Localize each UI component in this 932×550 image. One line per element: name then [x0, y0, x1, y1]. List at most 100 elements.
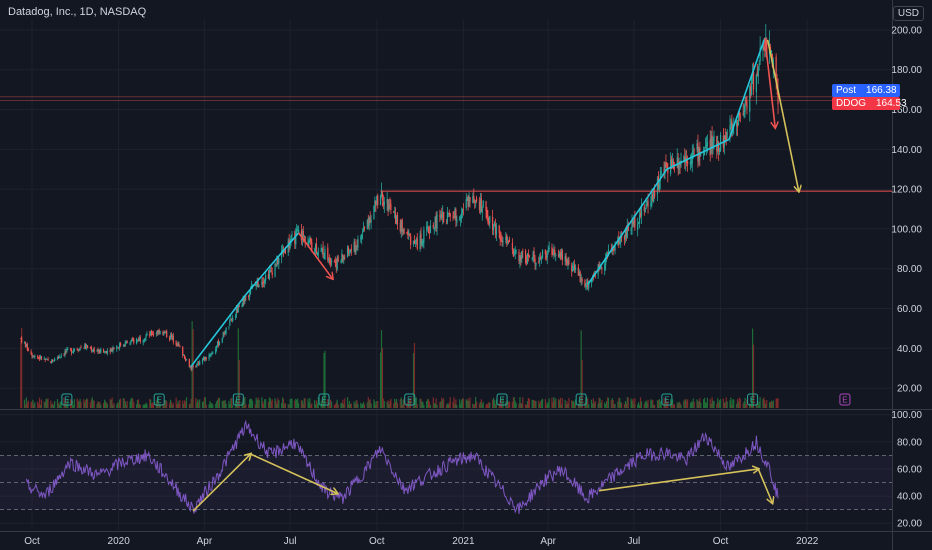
volume-bar: [215, 403, 217, 408]
candle-body: [337, 256, 339, 262]
candle-body: [452, 216, 454, 218]
volume-bar: [388, 404, 390, 408]
candle-body: [712, 141, 714, 148]
volume-bar: [275, 400, 277, 408]
candle-body: [23, 342, 26, 344]
candle-body: [53, 360, 55, 362]
volume-bar: [271, 399, 273, 408]
volume-bar: [295, 398, 297, 408]
candle-body: [585, 285, 587, 287]
volume-bar: [176, 404, 178, 408]
volume-bar: [455, 399, 457, 408]
volume-bar: [379, 352, 382, 408]
candle-body: [203, 357, 205, 361]
candle-body: [100, 349, 102, 353]
volume-bar: [494, 404, 497, 408]
earnings-badge: [747, 393, 759, 406]
candle-body: [222, 331, 224, 338]
trend-drawings: [190, 37, 799, 367]
volume-bar: [762, 398, 764, 408]
volume-bar: [654, 404, 656, 408]
volume-bar: [573, 402, 576, 408]
volume-bar: [719, 399, 722, 408]
volume-bar: [137, 399, 140, 408]
volume-bar: [401, 404, 403, 408]
volume-bar: [646, 402, 648, 408]
candle-body: [691, 152, 693, 164]
candle-body: [614, 245, 616, 251]
candle-body: [643, 206, 645, 211]
volume-bar: [439, 401, 441, 408]
volume-bar: [39, 404, 42, 408]
candle-body: [724, 135, 726, 138]
volume-bar: [460, 400, 463, 408]
earnings-badge: [575, 393, 587, 406]
candle-body: [320, 248, 322, 252]
volume-bar: [135, 404, 138, 408]
volume-bar: [650, 399, 652, 408]
candle-body: [231, 319, 233, 321]
volume-bar: [587, 398, 589, 408]
candle-body: [540, 257, 542, 259]
candle-body: [184, 359, 187, 361]
volume-bar: [409, 398, 411, 408]
candle-body: [40, 356, 43, 360]
candle-body: [736, 122, 739, 128]
volume-bar: [678, 401, 680, 408]
volume-bar: [631, 400, 633, 408]
volume-bar: [683, 400, 685, 408]
candle-body: [386, 199, 388, 204]
candle-body: [21, 337, 23, 343]
volume-bar: [124, 401, 126, 408]
volume-bar: [244, 397, 246, 408]
candle-body: [38, 357, 40, 359]
candle-body: [395, 215, 398, 223]
candle-body: [396, 214, 399, 225]
candle-body: [89, 347, 92, 349]
volume-bar: [353, 401, 355, 408]
candle-body: [414, 241, 416, 243]
candle-body: [329, 258, 331, 263]
candle-body: [110, 348, 112, 352]
candle-body: [394, 211, 396, 213]
volume-bar: [492, 397, 495, 408]
candle-body: [249, 290, 252, 294]
volume-bar: [533, 400, 535, 408]
volume-bar: [377, 400, 379, 408]
volume-bar: [567, 403, 569, 408]
candle-body: [133, 339, 135, 343]
volume-bar: [347, 404, 350, 408]
volume-bar: [752, 344, 755, 408]
candle-body: [215, 349, 217, 354]
volume-bar: [765, 403, 767, 408]
currency-button[interactable]: USD: [892, 6, 924, 21]
volume-bar: [572, 401, 574, 408]
candle-body: [189, 366, 191, 368]
volume-bar: [560, 404, 562, 408]
candle-body: [195, 366, 197, 368]
volume-bar: [706, 397, 708, 408]
candle-body: [495, 225, 497, 236]
volume-bar: [525, 404, 528, 408]
candle-body: [547, 249, 549, 253]
candle-body: [341, 253, 343, 262]
candle-body: [472, 196, 474, 203]
candle-body: [244, 297, 246, 302]
candle-body: [30, 351, 32, 354]
volume-bar: [686, 400, 688, 408]
candle-body: [631, 219, 633, 228]
volume-bar: [179, 400, 181, 408]
candle-body: [363, 227, 366, 229]
candle-body: [96, 350, 98, 352]
candle-body: [427, 228, 430, 234]
volume-bar: [729, 400, 731, 408]
candle-body: [400, 220, 402, 232]
candle-body: [639, 212, 642, 216]
candle-body: [343, 256, 345, 260]
candle-body: [179, 345, 181, 347]
candle-body: [277, 256, 279, 264]
volume-bar: [261, 397, 263, 408]
volume-bar: [652, 399, 654, 408]
volume-bar: [330, 401, 333, 408]
